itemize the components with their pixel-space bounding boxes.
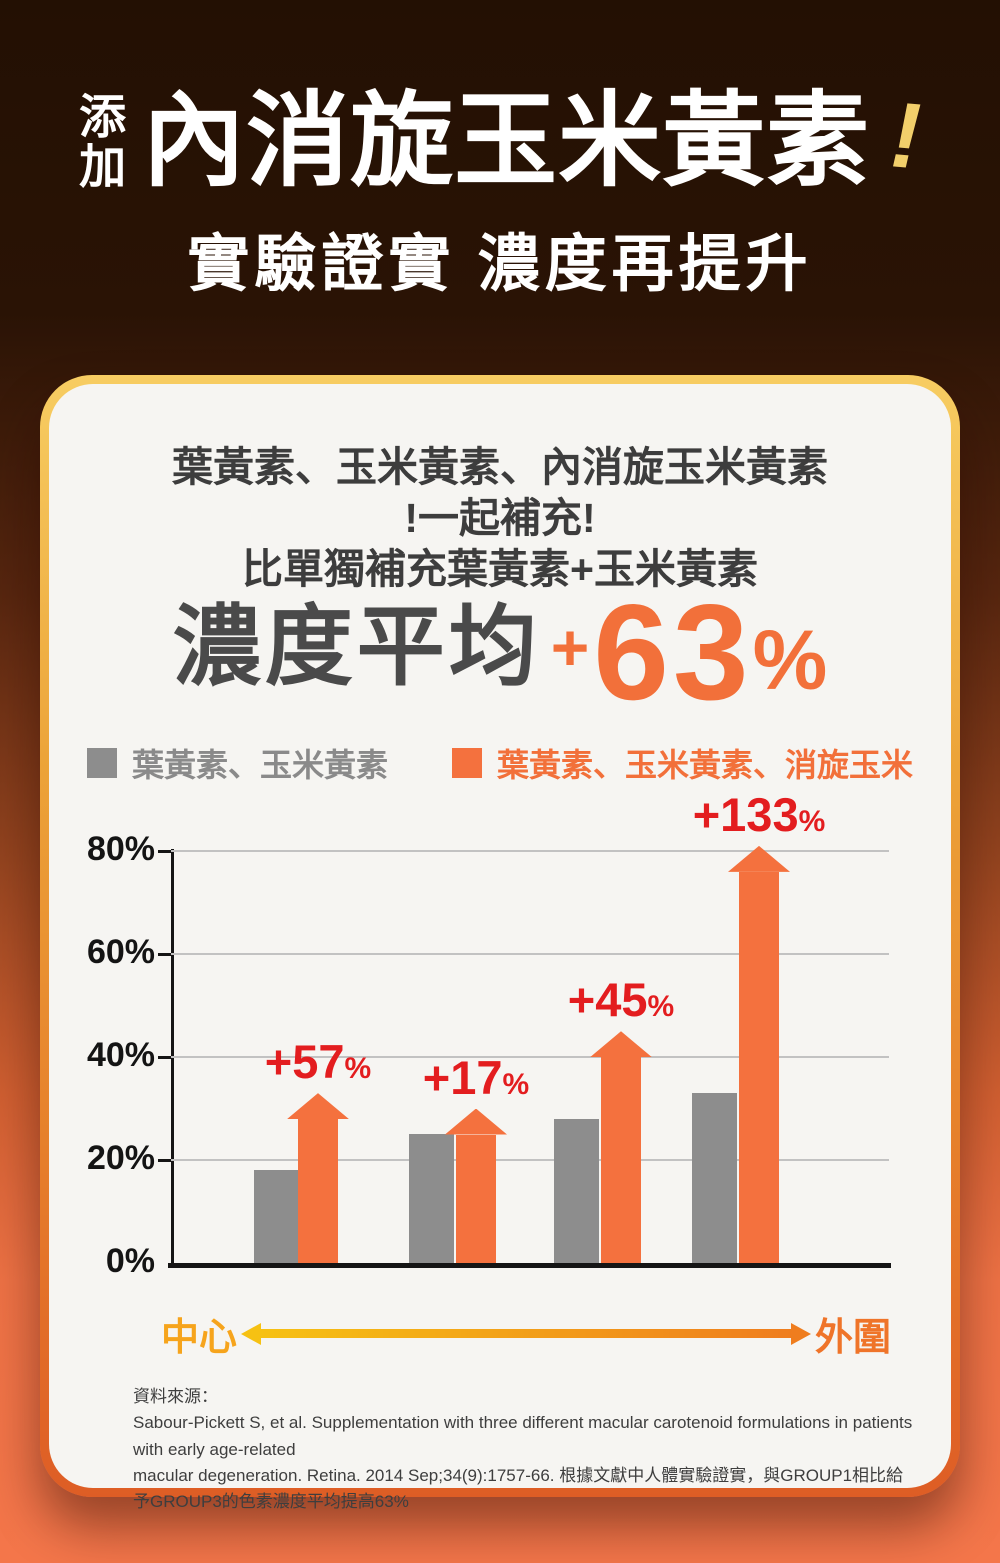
page-title: 內消旋玉米黃素: [142, 83, 871, 199]
increase-percent-sign: %: [344, 1052, 372, 1086]
gradient-arrow-shaft: [261, 1329, 791, 1338]
increase-value: +45: [567, 973, 648, 1027]
arrow-bar-shaft: [456, 1134, 496, 1263]
page-subtitle: 實驗證實 濃度再提升: [187, 230, 813, 299]
source-line-2: macular degeneration. Retina. 2014 Sep;3…: [133, 1466, 904, 1512]
arrow-bar-shaft: [298, 1119, 338, 1263]
left-arrowhead-icon: [241, 1322, 262, 1345]
position-range-arrow: 中心 外圍: [161, 1306, 891, 1361]
source-line-1: Sabour-Pickett S, et al. Supplementation…: [133, 1413, 913, 1459]
y-axis-label-60: 60%: [86, 933, 155, 971]
info-card: 葉黃素、玉米黃素、內消旋玉米黃素 !一起補充! 比單獨補充葉黃素+玉米黃素 濃度…: [49, 384, 951, 1511]
arrow-bar-head-icon: [445, 1108, 507, 1135]
intro-line-1: 葉黃素、玉米黃素、內消旋玉米黃素: [172, 444, 828, 490]
y-tick-60: [158, 953, 171, 956]
page-title-row: 添 加 內消旋玉米黃素 !: [0, 84, 1000, 199]
legend-label-orange: 葉黃素、玉米黃素、消旋玉米: [497, 747, 914, 783]
headline-plus-sign: +: [550, 610, 590, 684]
headline-value: 63: [593, 575, 753, 728]
arrow-bar-4: [728, 845, 790, 1263]
headline-percent-sign: %: [752, 613, 828, 707]
increase-value: +17: [422, 1050, 503, 1104]
gridline-80: [171, 850, 889, 852]
chart-legend: 葉黃素、玉米黃素 葉黃素、玉米黃素、消旋玉米: [49, 740, 951, 786]
source-note: 資料來源： Sabour-Pickett S, et al. Supplemen…: [133, 1384, 915, 1516]
arrow-bar-2: [445, 1108, 507, 1263]
arrow-bar-shaft: [739, 871, 779, 1263]
source-prefix: 資料來源：: [133, 1387, 218, 1406]
range-label-center: 中心: [161, 1317, 238, 1359]
x-axis-line: [168, 1263, 891, 1268]
gray-bar-2: [409, 1134, 454, 1263]
info-card-border: 葉黃素、玉米黃素、內消旋玉米黃素 !一起補充! 比單獨補充葉黃素+玉米黃素 濃度…: [40, 375, 960, 1511]
increase-percent-sign: %: [798, 804, 826, 838]
y-tick-40: [158, 1056, 171, 1059]
plot-area: 0% 20% 40% 60% 80% +57% +17% +45% +133%: [87, 791, 891, 1280]
intro-line-3: 比單獨補充葉黃素+玉米黃素: [242, 545, 758, 592]
arrow-bar-1: [287, 1093, 349, 1263]
arrow-bar-3: [590, 1031, 652, 1263]
y-axis-label-40: 40%: [86, 1036, 155, 1074]
arrow-bar-head-icon: [287, 1093, 349, 1120]
right-arrowhead-icon: [790, 1322, 811, 1345]
legend-item-gray: 葉黃素、玉米黃素: [86, 740, 388, 786]
title-prefix-char-2: 加: [79, 139, 127, 193]
gray-bar-1: [254, 1170, 299, 1263]
title-exclamation: !: [880, 83, 934, 189]
gridline-20: [171, 1159, 889, 1161]
arrow-bar-head-icon: [728, 845, 790, 872]
title-prefix-char-1: 添: [79, 89, 127, 143]
arrow-bar-shaft: [601, 1057, 641, 1263]
increase-label-1: +57%: [265, 1038, 371, 1085]
increase-label-2: +17%: [423, 1054, 529, 1101]
y-axis-label-80: 80%: [86, 830, 155, 868]
y-axis-label-0: 0%: [105, 1242, 155, 1280]
y-tick-80: [158, 850, 171, 853]
legend-label-gray: 葉黃素、玉米黃素: [131, 747, 388, 783]
y-axis-label-20: 20%: [86, 1139, 155, 1177]
gray-bar-3: [554, 1118, 599, 1263]
legend-item-orange: 葉黃素、玉米黃素、消旋玉米: [452, 740, 913, 786]
y-tick-20: [158, 1159, 171, 1162]
increase-value: +133: [692, 787, 799, 841]
increase-label-4: +133%: [693, 791, 826, 838]
intro-line-2: !一起補充!: [404, 494, 596, 541]
arrow-bar-head-icon: [590, 1031, 652, 1058]
gray-bar-4: [692, 1093, 737, 1263]
gridline-40: [171, 1056, 889, 1058]
legend-swatch-orange: [452, 748, 482, 778]
headline-label: 濃度平均: [172, 597, 541, 696]
range-label-outer: 外圍: [814, 1317, 891, 1359]
legend-swatch-gray: [86, 748, 117, 778]
intro-text: 葉黃素、玉米黃素、內消旋玉米黃素 !一起補充! 比單獨補充葉黃素+玉米黃素: [49, 442, 951, 594]
increase-value: +57: [264, 1035, 345, 1089]
increase-label-3: +45%: [568, 976, 674, 1023]
increase-percent-sign: %: [502, 1067, 530, 1101]
gridline-60: [171, 953, 889, 955]
title-prefix: 添 加: [79, 89, 127, 193]
increase-percent-sign: %: [647, 990, 675, 1024]
header: 添 加 內消旋玉米黃素 ! 實驗證實 濃度再提升: [0, 84, 1000, 303]
headline: 濃度平均 + 63 %: [49, 575, 951, 728]
